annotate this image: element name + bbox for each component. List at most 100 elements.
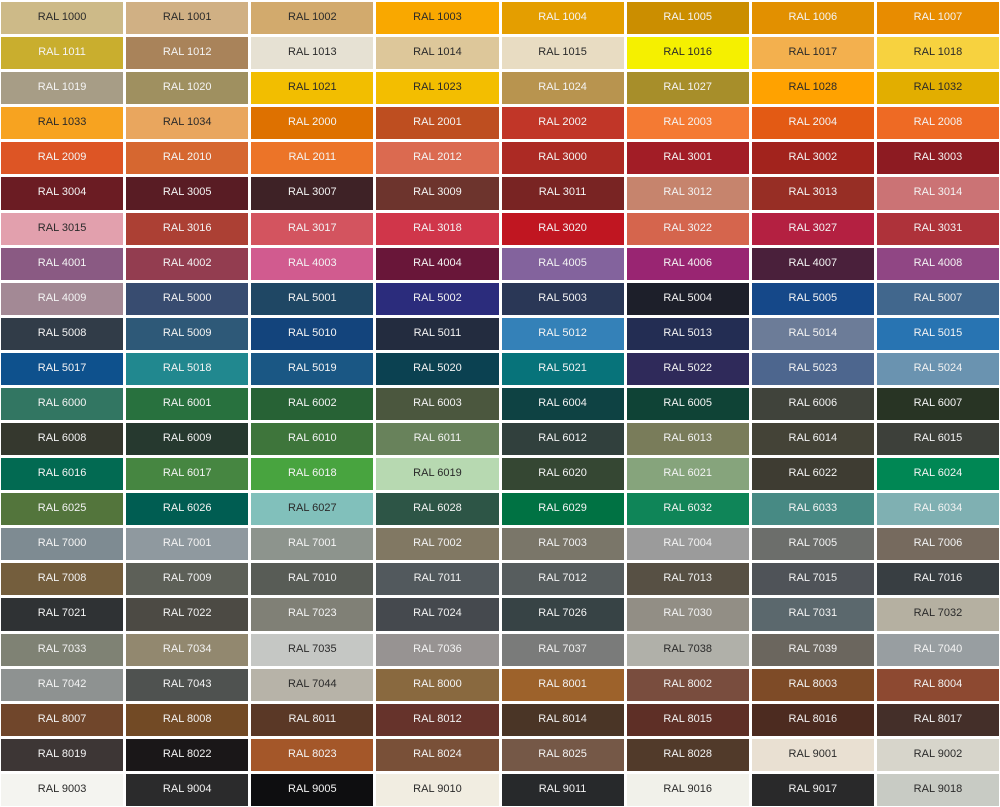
color-swatch: RAL 8015 [626,703,749,736]
color-swatch: RAL 8002 [626,668,749,701]
color-swatch: RAL 5000 [126,282,249,315]
color-swatch: RAL 9001 [751,738,874,771]
color-swatch: RAL 5018 [126,352,249,385]
color-swatch: RAL 6021 [626,458,749,491]
color-swatch: RAL 1019 [1,72,124,105]
color-swatch: RAL 2009 [1,142,124,175]
color-swatch: RAL 7037 [501,633,624,666]
color-swatch: RAL 7040 [876,633,999,666]
color-swatch: RAL 7032 [876,598,999,631]
color-swatch: RAL 2011 [251,142,374,175]
color-swatch: RAL 8000 [376,668,499,701]
color-swatch: RAL 7042 [1,668,124,701]
color-swatch: RAL 8007 [1,703,124,736]
color-swatch: RAL 2010 [126,142,249,175]
color-swatch: RAL 6014 [751,423,874,456]
color-swatch: RAL 3022 [626,212,749,245]
color-swatch: RAL 3002 [751,142,874,175]
color-swatch: RAL 9016 [626,773,749,806]
color-swatch: RAL 5008 [1,317,124,350]
color-swatch: RAL 1006 [751,2,874,35]
color-swatch: RAL 6000 [1,387,124,421]
color-swatch: RAL 6003 [376,387,499,421]
color-swatch: RAL 5012 [501,317,624,350]
color-swatch: RAL 2012 [376,142,499,175]
color-swatch: RAL 3020 [501,212,624,245]
color-swatch: RAL 6033 [751,493,874,526]
color-swatch: RAL 1023 [376,72,499,105]
color-swatch: RAL 7001 [251,528,374,561]
color-swatch: RAL 7016 [876,563,999,596]
color-swatch: RAL 6018 [251,458,374,491]
color-swatch: RAL 7038 [626,633,749,666]
color-swatch: RAL 3014 [876,177,999,210]
color-swatch: RAL 4006 [626,247,749,280]
color-swatch: RAL 6027 [251,493,374,526]
color-swatch: RAL 6010 [251,423,374,456]
color-swatch: RAL 8028 [626,738,749,771]
color-swatch: RAL 7030 [626,598,749,631]
color-swatch: RAL 9011 [501,773,624,806]
color-swatch: RAL 6007 [876,387,999,421]
color-swatch: RAL 6006 [751,387,874,421]
color-swatch: RAL 7034 [126,633,249,666]
color-swatch: RAL 5009 [126,317,249,350]
color-swatch: RAL 2000 [251,107,374,140]
color-swatch: RAL 4003 [251,247,374,280]
color-swatch: RAL 7033 [1,633,124,666]
color-swatch: RAL 8019 [1,738,124,771]
color-swatch: RAL 4008 [876,247,999,280]
color-swatch: RAL 3016 [126,212,249,245]
color-swatch: RAL 1001 [126,2,249,35]
color-swatch: RAL 2003 [626,107,749,140]
color-swatch: RAL 5024 [876,352,999,385]
color-swatch: RAL 9003 [1,773,124,806]
color-swatch: RAL 4007 [751,247,874,280]
color-swatch: RAL 3011 [501,177,624,210]
color-swatch: RAL 5020 [376,352,499,385]
color-swatch: RAL 1021 [251,72,374,105]
color-swatch: RAL 5015 [876,317,999,350]
color-swatch: RAL 6009 [126,423,249,456]
color-swatch: RAL 1024 [501,72,624,105]
color-swatch: RAL 6026 [126,493,249,526]
color-swatch: RAL 7036 [376,633,499,666]
color-swatch: RAL 3001 [626,142,749,175]
color-swatch: RAL 6032 [626,493,749,526]
color-swatch: RAL 3018 [376,212,499,245]
color-swatch: RAL 7011 [376,563,499,596]
color-swatch: RAL 7043 [126,668,249,701]
color-swatch: RAL 5019 [251,352,374,385]
color-swatch: RAL 3012 [626,177,749,210]
color-swatch: RAL 5023 [751,352,874,385]
color-swatch: RAL 6028 [376,493,499,526]
color-swatch: RAL 5004 [626,282,749,315]
color-swatch: RAL 5022 [626,352,749,385]
color-swatch: RAL 8008 [126,703,249,736]
color-swatch: RAL 6005 [626,387,749,421]
color-swatch: RAL 7039 [751,633,874,666]
color-swatch: RAL 4001 [1,247,124,280]
color-swatch: RAL 3007 [251,177,374,210]
color-swatch: RAL 7022 [126,598,249,631]
color-swatch: RAL 8016 [751,703,874,736]
color-swatch: RAL 1020 [126,72,249,105]
color-swatch: RAL 7021 [1,598,124,631]
color-swatch: RAL 3000 [501,142,624,175]
color-swatch: RAL 2008 [876,107,999,140]
color-swatch: RAL 4002 [126,247,249,280]
color-swatch: RAL 3027 [751,212,874,245]
color-swatch: RAL 7003 [501,528,624,561]
color-swatch: RAL 6025 [1,493,124,526]
color-swatch: RAL 7026 [501,598,624,631]
color-swatch: RAL 1013 [251,37,374,70]
color-swatch: RAL 5005 [751,282,874,315]
color-swatch: RAL 5011 [376,317,499,350]
color-swatch: RAL 6017 [126,458,249,491]
color-swatch: RAL 7015 [751,563,874,596]
color-swatch: RAL 7012 [501,563,624,596]
color-swatch: RAL 1027 [626,72,749,105]
color-swatch: RAL 1003 [376,2,499,35]
color-swatch: RAL 8014 [501,703,624,736]
